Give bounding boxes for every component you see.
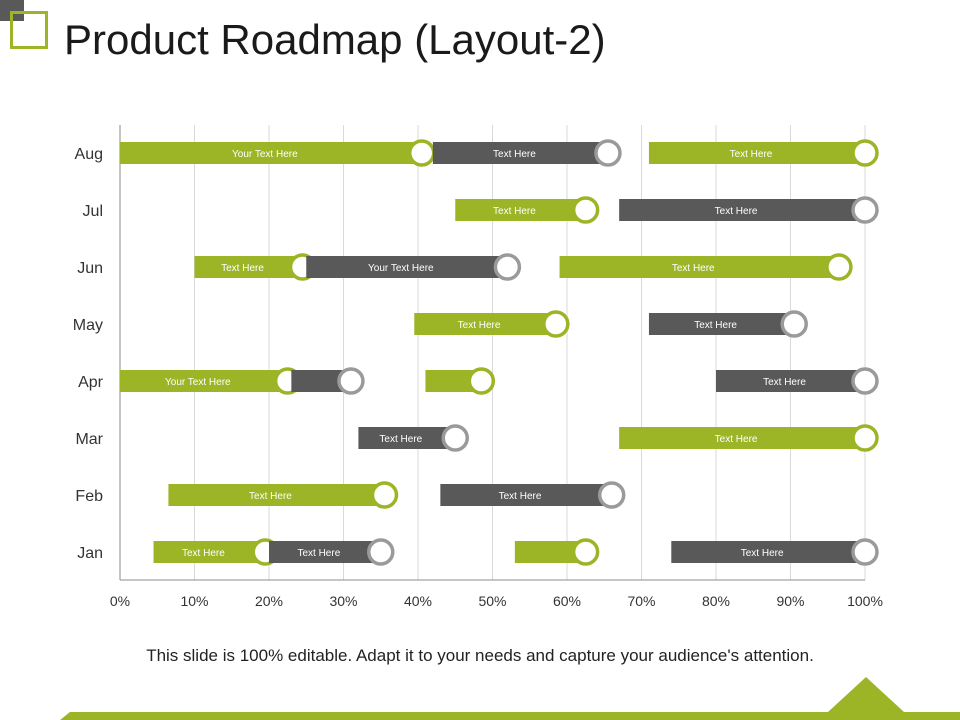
y-category-label: Apr <box>78 374 104 391</box>
y-category-label: Jul <box>83 203 103 220</box>
bar-end-knob <box>780 310 808 338</box>
bar-end-knob <box>851 196 879 224</box>
bar-end-knob <box>441 424 469 452</box>
bar-label: Text Here <box>493 149 536 160</box>
bar-end-knob <box>367 538 395 566</box>
y-category-label: Mar <box>75 431 103 448</box>
bar-label: Text Here <box>763 377 806 388</box>
bar-end-knob <box>467 367 496 395</box>
y-category-label: May <box>73 317 103 334</box>
bar-end-knob <box>825 253 853 281</box>
bar-end-knob <box>407 139 436 167</box>
y-category-label: Jun <box>77 260 103 277</box>
roadmap-bar <box>120 370 288 392</box>
corner-decoration <box>0 0 24 21</box>
bar-label: Text Here <box>672 263 715 274</box>
roadmap-bar <box>455 199 586 221</box>
x-tick-label: 100% <box>847 593 883 609</box>
x-tick-label: 40% <box>404 593 432 609</box>
roadmap-bar <box>432 142 608 164</box>
x-tick-label: 60% <box>553 593 581 609</box>
x-tick-label: 70% <box>627 593 655 609</box>
roadmap-bar <box>306 256 508 278</box>
roadmap-bar <box>414 313 556 335</box>
bar-end-knob <box>597 481 626 509</box>
bar-label: Your Text Here <box>232 149 298 160</box>
bar-label: Text Here <box>458 320 501 331</box>
roadmap-bar <box>358 427 456 449</box>
x-tick-label: 0% <box>110 593 130 609</box>
bar-label: Text Here <box>499 491 542 502</box>
bar-end-knob <box>493 253 522 281</box>
roadmap-bar <box>194 256 303 278</box>
roadmap-bar <box>648 142 865 164</box>
roadmap-bar <box>619 199 865 221</box>
bar-label: Text Here <box>730 149 773 160</box>
title-square-icon <box>10 11 48 49</box>
roadmap-bar <box>619 427 865 449</box>
bar-label: Your Text Here <box>165 377 231 388</box>
y-category-label: Aug <box>75 146 103 163</box>
roadmap-bar <box>648 313 795 335</box>
bottom-band <box>60 712 960 720</box>
bar-label: Text Here <box>493 206 536 217</box>
roadmap-bar <box>291 370 351 392</box>
bar-end-knob <box>571 196 600 224</box>
roadmap-bar <box>716 370 865 392</box>
x-tick-label: 10% <box>180 593 208 609</box>
footer-caption: This slide is 100% editable. Adapt it to… <box>146 646 814 665</box>
bottom-triangle-decoration <box>828 677 904 712</box>
bar-end-knob <box>851 538 879 566</box>
bar-label: Text Here <box>741 548 784 559</box>
roadmap-bar <box>425 370 482 392</box>
bar-end-knob <box>594 139 622 167</box>
bar-label: Text Here <box>694 320 737 331</box>
roadmap-bar <box>153 541 266 563</box>
x-tick-label: 90% <box>776 593 804 609</box>
x-tick-label: 50% <box>478 593 506 609</box>
roadmap-bar <box>671 541 865 563</box>
roadmap-bar <box>440 484 612 506</box>
bar-label: Text Here <box>182 548 225 559</box>
bar-label: Text Here <box>297 548 340 559</box>
bar-end-knob <box>851 367 879 395</box>
bar-end-knob <box>542 310 570 338</box>
roadmap-bar <box>120 142 422 164</box>
roadmap-bar <box>559 256 839 278</box>
bar-end-knob <box>571 538 600 566</box>
x-tick-label: 30% <box>329 593 357 609</box>
bar-label: Text Here <box>379 434 422 445</box>
bar-end-knob <box>851 424 879 452</box>
y-category-label: Feb <box>75 488 103 505</box>
roadmap-bar <box>514 541 586 563</box>
bar-label: Text Here <box>249 491 292 502</box>
bar-label: Text Here <box>715 206 758 217</box>
bar-label: Text Here <box>221 263 264 274</box>
bar-end-knob <box>370 481 399 509</box>
bar-end-knob <box>337 367 365 395</box>
y-category-label: Jan <box>77 545 103 562</box>
page-title: Product Roadmap (Layout-2) <box>64 16 606 63</box>
roadmap-bar <box>269 541 381 563</box>
bar-label: Text Here <box>715 434 758 445</box>
x-tick-label: 80% <box>702 593 730 609</box>
bar-end-knob <box>851 139 879 167</box>
roadmap-bar <box>168 484 385 506</box>
x-tick-label: 20% <box>255 593 283 609</box>
bar-label: Your Text Here <box>368 263 434 274</box>
